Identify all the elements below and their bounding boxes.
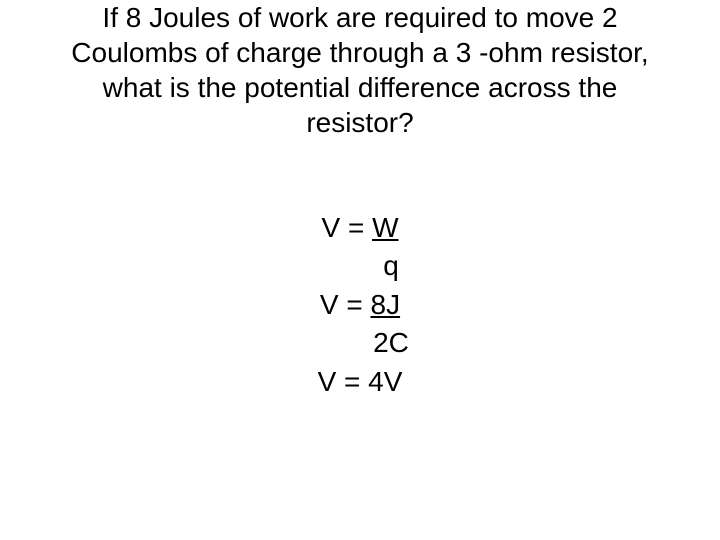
substitution-numerator: 8J — [371, 289, 401, 320]
solution-area: V = W q V = 8J 2C V = 4V — [40, 210, 680, 400]
formula-numerator: W — [372, 212, 398, 243]
substitution-line: V = 8J — [40, 287, 680, 323]
formula-line: V = W — [40, 210, 680, 246]
result-line: V = 4V — [40, 364, 680, 400]
formula-lhs: V = — [321, 212, 372, 243]
substitution-denominator: 2C — [40, 325, 680, 361]
substitution-lhs: V = — [320, 289, 371, 320]
question-text: If 8 Joules of work are required to move… — [40, 0, 680, 140]
formula-denominator: q — [40, 248, 680, 284]
slide: If 8 Joules of work are required to move… — [0, 0, 720, 540]
